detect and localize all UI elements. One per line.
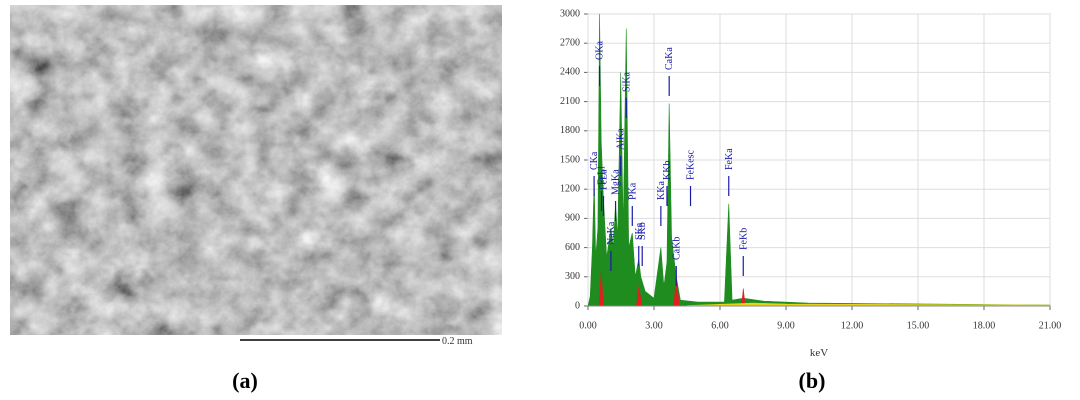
y-tick-label: 1500 <box>560 154 580 165</box>
x-tick-label: 0.00 <box>579 320 597 331</box>
peak-label: MgKa <box>611 169 622 195</box>
peak-label: FeKb <box>738 228 749 250</box>
peak-label: NaKa <box>606 221 617 245</box>
sem-image <box>10 5 502 335</box>
peak-label: SKb <box>637 222 648 240</box>
figure: 0.2 mm (a) keV (b) 0 300 600 900 1200 1500 180… <box>0 0 1080 400</box>
peak-label: PKa <box>627 182 638 200</box>
x-tick-label: 21.00 <box>1039 320 1062 331</box>
y-tick-label: 600 <box>565 242 580 253</box>
x-axis-label: keV <box>810 347 828 359</box>
x-tick-label: 6.00 <box>711 320 729 331</box>
x-tick-label: 3.00 <box>645 320 663 331</box>
peak-label: FeKa <box>724 148 735 170</box>
scale-bar-label: 0.2 mm <box>442 336 473 347</box>
peak-label: KKa <box>656 181 667 200</box>
peak-label: KKb <box>662 161 673 180</box>
y-tick-label: 1200 <box>560 183 580 194</box>
y-tick-label: 2400 <box>560 67 580 78</box>
x-tick-label: 15.00 <box>907 320 930 331</box>
caption: (b) <box>799 368 826 393</box>
y-tick-label: 1800 <box>560 125 580 136</box>
y-tick-label: 300 <box>565 271 580 282</box>
x-tick-label: 12.00 <box>841 320 864 331</box>
peak-label: CaKa <box>664 47 675 70</box>
x-tick-label: 18.00 <box>973 320 996 331</box>
peak-label: SiKa <box>621 71 632 92</box>
caption: (a) <box>232 368 258 393</box>
y-tick-label: 0 <box>575 300 580 311</box>
y-tick-label: 2700 <box>560 37 580 48</box>
y-tick-label: 900 <box>565 213 580 224</box>
y-tick-label: 3000 <box>560 8 580 19</box>
peak-label: FeKesc <box>686 149 697 180</box>
x-tick-label: 9.00 <box>777 320 795 331</box>
panel-b: keV (b) 0 300 600 900 1200 1500 1800 2100 2400 27… <box>560 8 1061 393</box>
y-tick-label: 2100 <box>560 96 580 107</box>
peak-label: CaKb <box>671 237 682 260</box>
panel-a: 0.2 mm (a) <box>10 5 502 393</box>
peak-label: OKa <box>595 41 606 60</box>
peak-label: FeLa <box>599 169 610 190</box>
peak-label: AlKa <box>616 128 627 150</box>
